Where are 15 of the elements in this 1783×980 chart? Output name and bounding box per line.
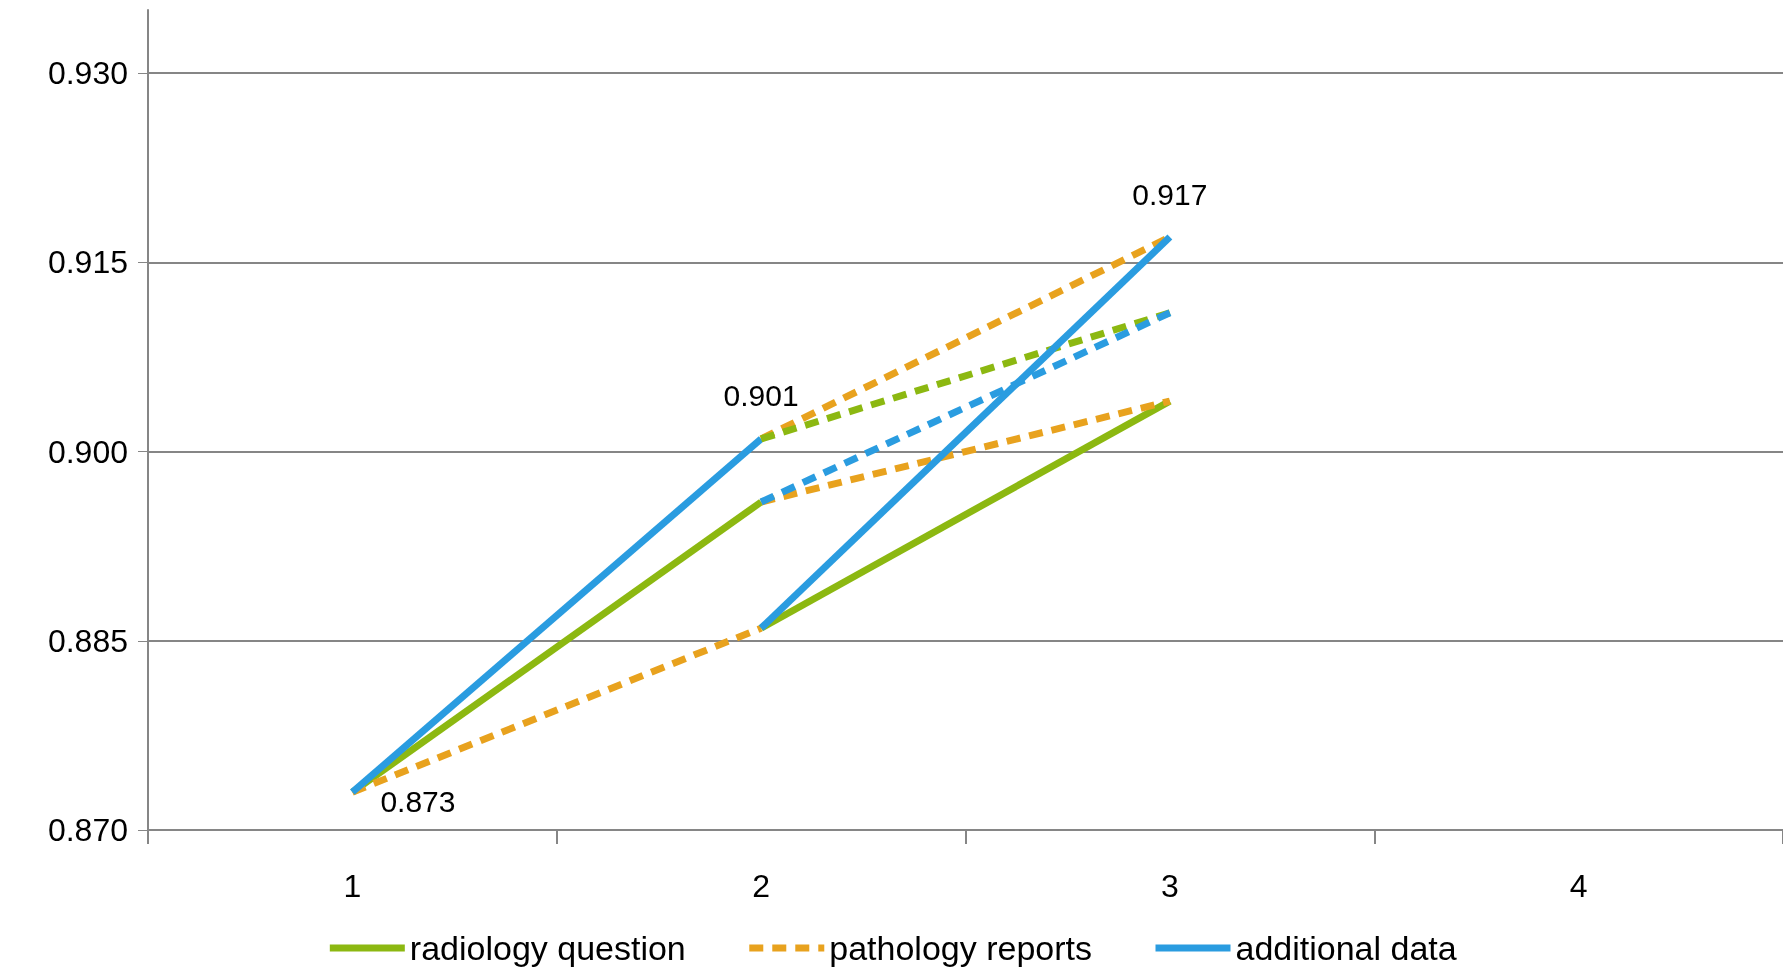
data-label: 0.873 bbox=[380, 784, 456, 818]
x-tick-label: 2 bbox=[752, 868, 771, 904]
x-tick-label: 3 bbox=[1160, 868, 1179, 904]
data-label: 0.901 bbox=[723, 379, 799, 413]
y-tick-label: 0.930 bbox=[47, 55, 128, 92]
data-label: 0.917 bbox=[1132, 177, 1208, 211]
y-tick-label: 0.885 bbox=[47, 622, 128, 659]
y-tick-label: 0.870 bbox=[47, 812, 128, 848]
legend-label: pathology reports bbox=[829, 929, 1093, 967]
x-tick-label: 1 bbox=[343, 868, 362, 904]
legend-label: additional data bbox=[1235, 929, 1457, 967]
y-tick-label: 0.915 bbox=[47, 244, 128, 281]
legend-label: radiology question bbox=[409, 929, 686, 967]
y-tick-label: 0.900 bbox=[47, 433, 128, 470]
x-tick-label: 4 bbox=[1569, 868, 1588, 904]
